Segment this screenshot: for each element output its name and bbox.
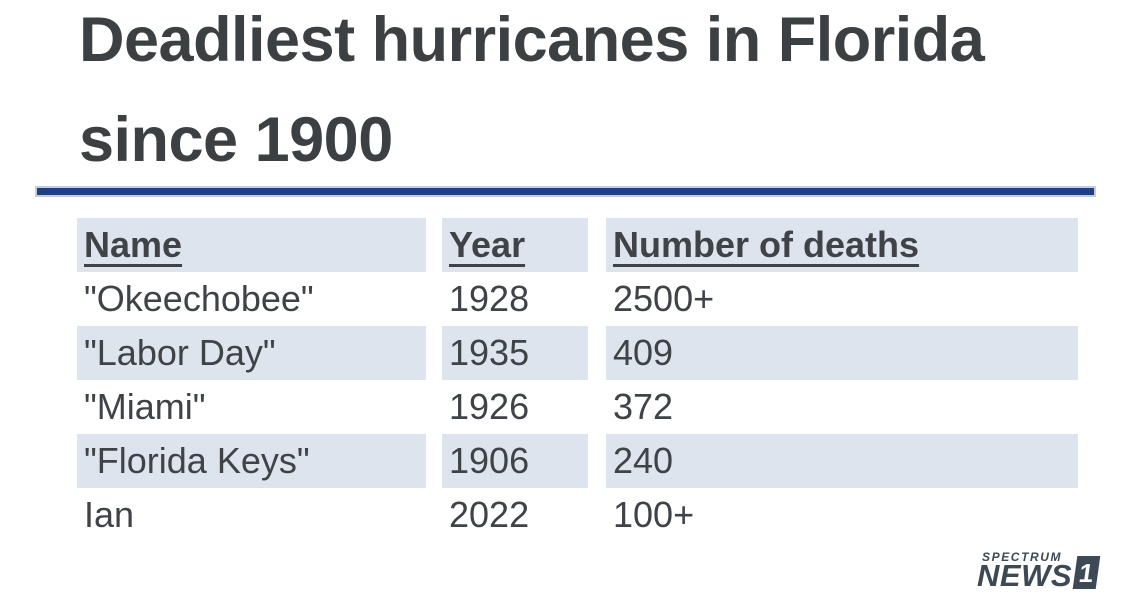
cell-name: "Okeechobee": [84, 278, 314, 319]
accent-divider: [35, 186, 1096, 197]
logo-channel-number: 1: [1077, 557, 1096, 588]
logo-brand-text: SPECTRUM: [982, 550, 1063, 564]
cell-name: "Miami": [84, 386, 206, 427]
spectrum-news-logo: SPECTRUM NEWS 1: [977, 550, 1101, 593]
page-title-line1: Deadliest hurricanes in Florida: [79, 5, 985, 75]
table-row: "Labor Day" 1935 409: [77, 326, 1078, 380]
logo-channel-number-badge: 1: [1072, 555, 1101, 589]
hurricane-table: Name Year Number of deaths "Okeechobee" …: [77, 218, 1078, 542]
cell-year: 1906: [426, 434, 588, 488]
cell-year: 1928: [426, 272, 588, 326]
cell-name: "Labor Day": [84, 332, 276, 373]
cell-deaths: 372: [588, 380, 1078, 434]
column-header-deaths: Number of deaths: [588, 218, 1078, 272]
column-header-year: Year: [426, 218, 588, 272]
cell-deaths: 100+: [588, 488, 1078, 542]
cell-year: 1935: [426, 326, 588, 380]
table-header-row: Name Year Number of deaths: [77, 218, 1078, 272]
table-row: Ian 2022 100+: [77, 488, 1078, 542]
table-row: "Florida Keys" 1906 240: [77, 434, 1078, 488]
logo-wordmark: SPECTRUM NEWS: [977, 550, 1072, 593]
cell-year: 2022: [426, 488, 588, 542]
cell-name: "Florida Keys": [84, 440, 310, 481]
table-row: "Miami" 1926 372: [77, 380, 1078, 434]
table-row: "Okeechobee" 1928 2500+: [77, 272, 1078, 326]
cell-year: 1926: [426, 380, 588, 434]
page-title: Deadliest hurricanes in Florida since 190…: [79, 0, 985, 190]
column-header-name: Name: [84, 224, 183, 265]
cell-deaths: 2500+: [588, 272, 1078, 326]
page-title-line2: since 1900: [79, 105, 393, 175]
cell-name: Ian: [84, 494, 135, 535]
logo-network-text: NEWS: [977, 558, 1072, 593]
cell-deaths: 409: [588, 326, 1078, 380]
cell-deaths: 240: [588, 434, 1078, 488]
